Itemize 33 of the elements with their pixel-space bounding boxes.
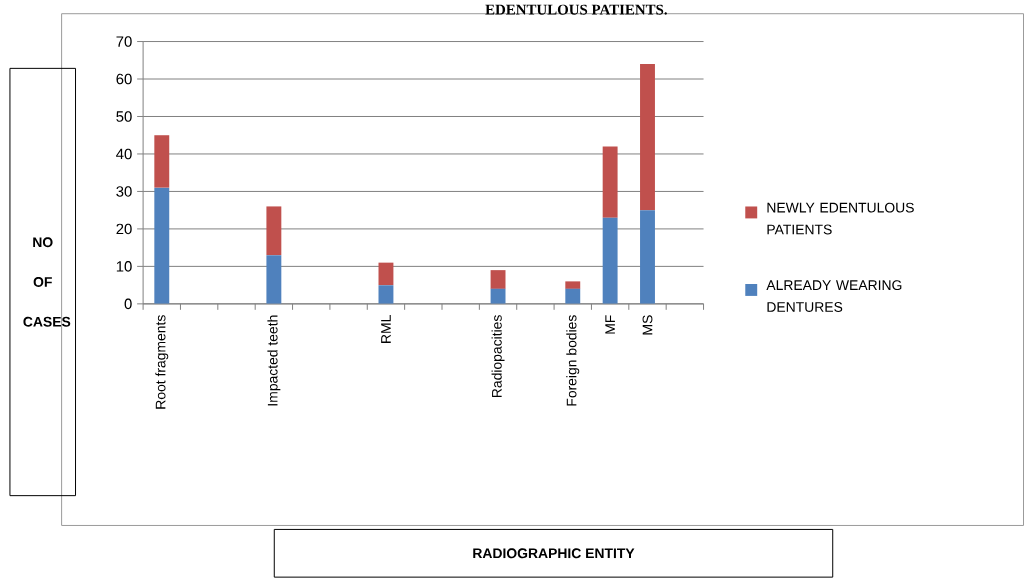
y-tick-label: 60 — [116, 73, 132, 85]
x-tick-label: MF — [605, 315, 615, 334]
chart-title: EDENTULOUS PATIENTS. — [485, 4, 667, 15]
y-tick-label: 0 — [124, 298, 132, 310]
legend-label: NEWLY EDENTULOUS PATIENTS — [767, 202, 914, 235]
bar — [266, 255, 282, 304]
y-tick-label: 70 — [116, 36, 132, 47]
bar — [154, 187, 170, 304]
y-tick-label: 30 — [116, 186, 132, 197]
bar — [490, 270, 506, 289]
y-tick-label: 40 — [116, 148, 132, 160]
legend-label: ALREADY WEARING DENTURES — [766, 280, 902, 312]
y-tick-label: 10 — [116, 261, 132, 272]
y-tick-label: 50 — [116, 111, 132, 122]
bar — [154, 135, 170, 188]
x-tick-label: Impacted teeth — [267, 315, 281, 406]
bar — [640, 210, 655, 304]
bar — [266, 206, 282, 256]
bar — [378, 262, 394, 286]
x-tick-label: Radiopacities — [491, 315, 505, 397]
x-tick-label: Root fragments — [155, 315, 169, 409]
x-tick-label: Foreign bodies — [566, 315, 580, 406]
bar — [378, 285, 394, 304]
bar — [640, 63, 655, 211]
bar — [565, 281, 581, 289]
y-tick-label: 20 — [116, 223, 132, 235]
bar — [565, 288, 581, 304]
x-tick-label: RML — [381, 315, 391, 343]
text: RADIOGRAPHIC ENTITY — [473, 548, 635, 559]
text: NO OF CASES — [23, 237, 71, 327]
bar — [602, 146, 618, 218]
x-tick-label: MS — [642, 315, 653, 335]
bar — [602, 217, 618, 304]
